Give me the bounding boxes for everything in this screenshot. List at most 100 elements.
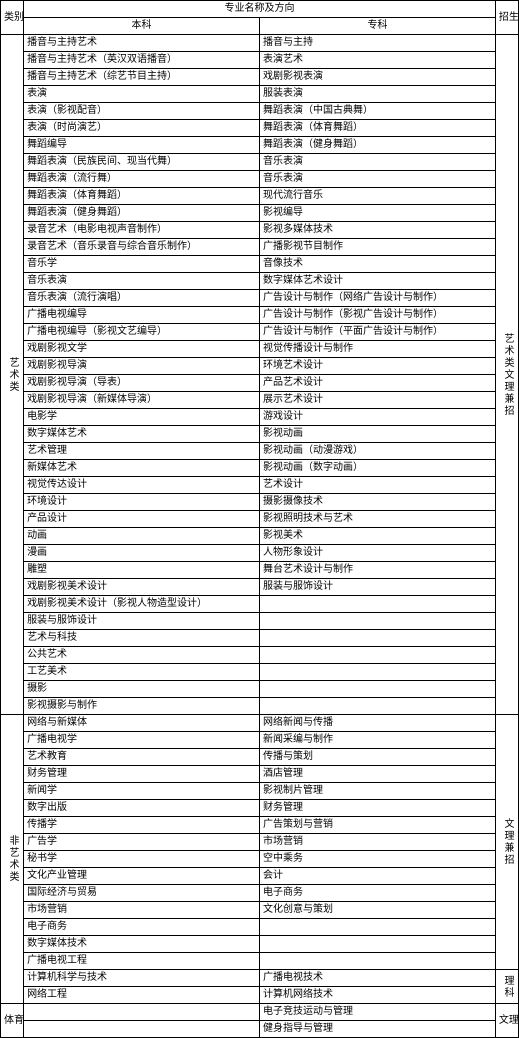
art-bk-cell: 工艺美术: [24, 664, 260, 681]
art-bk-cell: 戏剧影视美术设计: [24, 579, 260, 596]
art-bk-cell: 服装与服饰设计: [24, 613, 260, 630]
art-zk-cell: 广告设计与制作（平面广告设计与制作）: [259, 324, 495, 341]
art-zk-cell: 影视照明技术与艺术: [259, 511, 495, 528]
art-bk-cell: 戏剧影视导演: [24, 358, 260, 375]
nonart-zk-cell: 酒店管理: [259, 766, 495, 783]
nonart-li-bk-cell: 网络工程: [24, 987, 260, 1004]
art-zk-cell: 展示艺术设计: [259, 392, 495, 409]
art-bk-cell: 戏剧影视导演（导表）: [24, 375, 260, 392]
art-zk-cell: 表演艺术: [259, 52, 495, 69]
art-zk-cell: 影视多媒体技术: [259, 222, 495, 239]
art-bk-cell: 音乐学: [24, 256, 260, 273]
nonart-li-bk-cell: 计算机科学与技术: [24, 970, 260, 987]
sport-bk-cell: [24, 1004, 260, 1021]
header-admission: 招生科类: [495, 1, 518, 35]
art-zk-cell: 广告设计与制作（网络广告设计与制作）: [259, 290, 495, 307]
art-zk-cell: 影视动画: [259, 426, 495, 443]
art-bk-cell: 播音与主持艺术: [24, 35, 260, 52]
art-bk-cell: 电影学: [24, 409, 260, 426]
art-bk-cell: 戏剧影视文学: [24, 341, 260, 358]
category-art: 艺术类: [1, 35, 24, 715]
art-bk-cell: 艺术与科技: [24, 630, 260, 647]
art-bk-cell: 音乐表演: [24, 273, 260, 290]
art-bk-cell: 表演: [24, 86, 260, 103]
art-bk-cell: 雕塑: [24, 562, 260, 579]
art-bk-cell: 音乐表演（流行演唱）: [24, 290, 260, 307]
art-bk-cell: 公共艺术: [24, 647, 260, 664]
admission-wl: 文理兼招: [495, 715, 518, 970]
art-zk-cell: 艺术设计: [259, 477, 495, 494]
header-zk: 专科: [259, 18, 495, 35]
nonart-bk-cell: 数字媒体技术: [24, 936, 260, 953]
art-bk-cell: 舞蹈表演（流行舞）: [24, 171, 260, 188]
art-zk-cell: 舞蹈表演（中国古典舞）: [259, 103, 495, 120]
art-zk-cell: 服装表演: [259, 86, 495, 103]
art-zk-cell: 环境艺术设计: [259, 358, 495, 375]
art-zk-cell: 影视动画（动漫游戏）: [259, 443, 495, 460]
art-bk-cell: 表演（时尚演艺）: [24, 120, 260, 137]
art-zk-cell: [259, 596, 495, 613]
art-zk-cell: 视觉传播设计与制作: [259, 341, 495, 358]
art-bk-cell: 摄影: [24, 681, 260, 698]
sport-zk-cell: 电子竞技运动与管理: [259, 1004, 495, 1021]
art-zk-cell: 音像技术: [259, 256, 495, 273]
art-zk-cell: 广播影视节目制作: [259, 239, 495, 256]
art-zk-cell: [259, 613, 495, 630]
nonart-li-zk-cell: 计算机网络技术: [259, 987, 495, 1004]
art-bk-cell: 艺术管理: [24, 443, 260, 460]
nonart-bk-cell: 国际经济与贸易: [24, 885, 260, 902]
art-bk-cell: 播音与主持艺术（英汉双语播音）: [24, 52, 260, 69]
art-zk-cell: 舞蹈表演（健身舞蹈）: [259, 137, 495, 154]
art-bk-cell: 漫画: [24, 545, 260, 562]
nonart-bk-cell: 数字出版: [24, 800, 260, 817]
nonart-bk-cell: 财务管理: [24, 766, 260, 783]
art-bk-cell: 录音艺术（音乐录音与综合音乐制作）: [24, 239, 260, 256]
nonart-zk-cell: 会计: [259, 868, 495, 885]
nonart-zk-cell: 财务管理: [259, 800, 495, 817]
art-zk-cell: 戏剧影视表演: [259, 69, 495, 86]
category-nonart: 非艺术类: [1, 715, 24, 1004]
nonart-bk-cell: 艺术教育: [24, 749, 260, 766]
nonart-zk-cell: 新闻采编与制作: [259, 732, 495, 749]
art-bk-cell: 动画: [24, 528, 260, 545]
art-zk-cell: [259, 630, 495, 647]
art-zk-cell: 音乐表演: [259, 171, 495, 188]
art-bk-cell: 舞蹈表演（民族民间、现当代舞）: [24, 154, 260, 171]
art-zk-cell: [259, 664, 495, 681]
nonart-zk-cell: 网络新闻与传播: [259, 715, 495, 732]
nonart-zk-cell: 广告策划与营销: [259, 817, 495, 834]
art-zk-cell: 摄影摄像技术: [259, 494, 495, 511]
sport-bk-cell: [24, 1021, 260, 1038]
header-major-direction: 专业名称及方向: [24, 1, 496, 18]
art-bk-cell: 产品设计: [24, 511, 260, 528]
nonart-zk-cell: 空中乘务: [259, 851, 495, 868]
majors-table: 类别专业名称及方向招生科类本科专科艺术类播音与主持艺术播音与主持艺术类文理兼招播…: [0, 0, 519, 1038]
art-bk-cell: 新媒体艺术: [24, 460, 260, 477]
art-zk-cell: 影视美术: [259, 528, 495, 545]
nonart-li-zk-cell: 广播电视技术: [259, 970, 495, 987]
category-sport: 体育类: [1, 1004, 24, 1038]
art-zk-cell: 影视动画（数字动画）: [259, 460, 495, 477]
art-bk-cell: 戏剧影视美术设计（影视人物造型设计）: [24, 596, 260, 613]
art-bk-cell: 舞蹈编导: [24, 137, 260, 154]
art-zk-cell: 数字媒体艺术设计: [259, 273, 495, 290]
admission-art: 艺术类文理兼招: [495, 35, 518, 715]
art-zk-cell: 现代流行音乐: [259, 188, 495, 205]
art-zk-cell: 服装与服饰设计: [259, 579, 495, 596]
art-zk-cell: [259, 647, 495, 664]
nonart-zk-cell: 传播与策划: [259, 749, 495, 766]
art-zk-cell: [259, 681, 495, 698]
art-zk-cell: 舞台艺术设计与制作: [259, 562, 495, 579]
art-zk-cell: 人物形象设计: [259, 545, 495, 562]
nonart-zk-cell: [259, 919, 495, 936]
art-zk-cell: 播音与主持: [259, 35, 495, 52]
header-category: 类别: [1, 1, 24, 35]
art-bk-cell: 数字媒体艺术: [24, 426, 260, 443]
nonart-zk-cell: [259, 953, 495, 970]
art-zk-cell: 音乐表演: [259, 154, 495, 171]
nonart-bk-cell: 秘书学: [24, 851, 260, 868]
sport-zk-cell: 健身指导与管理: [259, 1021, 495, 1038]
admission-li: 理科: [495, 970, 518, 1004]
art-zk-cell: 游戏设计: [259, 409, 495, 426]
art-bk-cell: 录音艺术（电影电视声音制作）: [24, 222, 260, 239]
